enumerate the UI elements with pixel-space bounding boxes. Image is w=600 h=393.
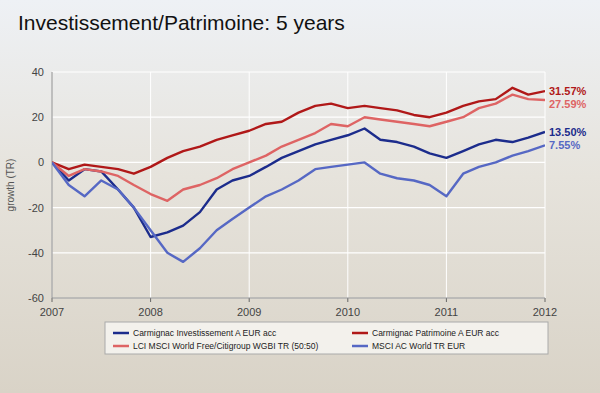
grid-line (150, 72, 151, 298)
end-label: 13.50% (549, 126, 587, 138)
y-tick-label: 40 (32, 66, 44, 78)
y-tick-label: -60 (28, 292, 44, 304)
x-tick-label: 2007 (40, 306, 64, 318)
end-label: 7.55% (549, 139, 580, 151)
series-line (52, 145, 545, 262)
legend: Carmignac Investissement A EUR acc Carmig… (105, 322, 548, 354)
y-tick-label: 0 (38, 156, 44, 168)
legend-label: Carmignac Investissement A EUR acc (133, 328, 277, 338)
series-line (52, 129, 545, 237)
grid-line (545, 72, 546, 298)
grid-line (52, 71, 545, 72)
legend-swatch (352, 345, 368, 348)
grid-line (446, 72, 447, 298)
title: Investissement/Patrimoine: 5 years (18, 11, 345, 34)
legend-label: Carmignac Patrimoine A EUR acc (372, 328, 500, 338)
legend-label: LCI MSCI World Free/Citigroup WGBI TR (5… (133, 341, 318, 351)
y-axis (52, 72, 53, 298)
x-tick (446, 298, 447, 302)
x-tick (52, 298, 53, 302)
grid-line (52, 162, 545, 163)
grid-line (52, 117, 545, 118)
x-tick (347, 298, 348, 302)
legend-label: MSCI AC World TR EUR (372, 341, 465, 351)
y-axis-label: growth (TR) (5, 159, 16, 212)
x-axis (52, 298, 545, 299)
x-tick (249, 298, 250, 302)
grid-line (52, 207, 545, 208)
series-line (52, 95, 545, 201)
legend-swatch (352, 332, 368, 335)
y-tick-label: -20 (28, 202, 44, 214)
y-tick-label: -40 (28, 247, 44, 259)
end-label: 31.57% (549, 85, 587, 97)
chart: Investissement/Patrimoine: 5 years -60 -40… (0, 0, 600, 393)
x-tick-label: 2008 (138, 306, 162, 318)
legend-swatch (113, 332, 129, 335)
legend-box (105, 322, 548, 354)
x-tick (150, 298, 151, 302)
y-tick-label: 20 (32, 111, 44, 123)
series-line (52, 88, 545, 174)
x-tick-label: 2009 (237, 306, 261, 318)
background (0, 0, 600, 393)
x-tick-label: 2012 (533, 306, 557, 318)
x-tick (545, 298, 546, 302)
x-tick-label: 2010 (336, 306, 360, 318)
end-label: 27.59% (549, 98, 587, 110)
grid-line (52, 297, 545, 298)
grid-line (52, 72, 53, 298)
grid-line (249, 72, 250, 298)
x-tick-label: 2011 (435, 306, 459, 318)
grid-line (52, 252, 545, 253)
lines (52, 88, 545, 262)
legend-swatch (113, 345, 129, 348)
grid-line (347, 72, 348, 298)
